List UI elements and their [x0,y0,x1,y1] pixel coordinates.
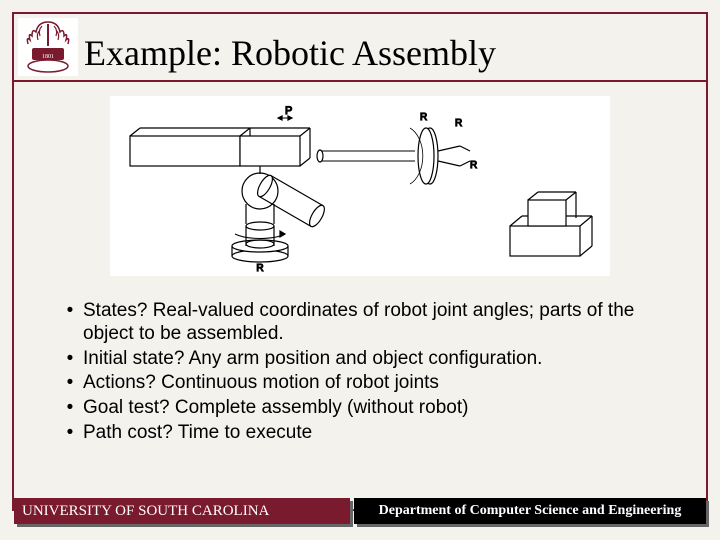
bullet-list: • States? Real-valued coordinates of rob… [57,300,690,447]
bullet-dot: • [57,300,83,323]
bullet-text: Actions? Continuous motion of robot join… [83,372,690,395]
label-R3: R [455,118,462,129]
bullet-dot: • [57,422,83,445]
robot-arm-diagram: R P [110,96,610,276]
bullet-item: • Path cost? Time to execute [57,422,690,445]
bullet-dot: • [57,348,83,371]
footer-department: Department of Computer Science and Engin… [354,498,706,524]
university-logo: 1801 [18,18,78,76]
bullet-text: Initial state? Any arm position and obje… [83,348,690,371]
bullet-text: Path cost? Time to execute [83,422,690,445]
footer-university: UNIVERSITY OF SOUTH CAROLINA [14,498,350,524]
svg-text:1801: 1801 [42,54,54,60]
bullet-item: • Initial state? Any arm position and ob… [57,348,690,371]
title-underline [14,80,706,82]
label-R2: R [420,112,427,123]
label-P: P [285,105,292,117]
bullet-item: • Goal test? Complete assembly (without … [57,397,690,420]
bullet-dot: • [57,372,83,395]
label-R: R [256,263,263,274]
bullet-item: • States? Real-valued coordinates of rob… [57,300,690,346]
bullet-item: • Actions? Continuous motion of robot jo… [57,372,690,395]
label-R4: R [470,160,477,171]
bullet-text: States? Real-valued coordinates of robot… [83,300,690,346]
bullet-dot: • [57,397,83,420]
bullet-text: Goal test? Complete assembly (without ro… [83,397,690,420]
slide-title: Example: Robotic Assembly [84,32,496,74]
